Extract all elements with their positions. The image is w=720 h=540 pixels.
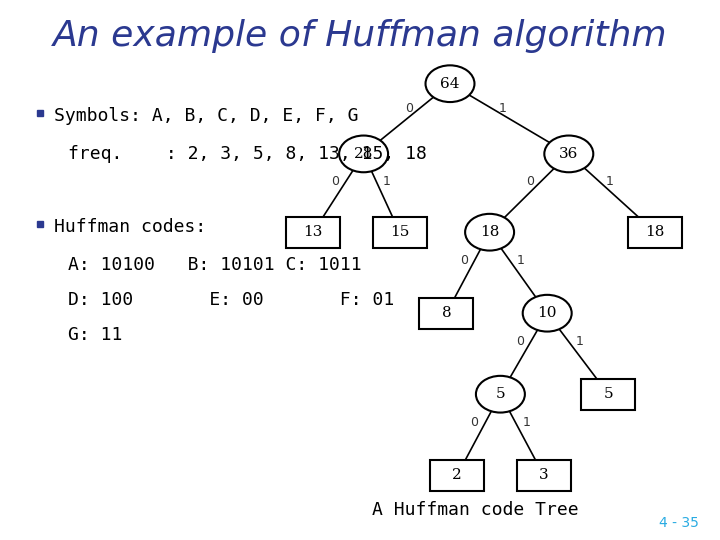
Text: 1: 1 — [383, 175, 391, 188]
Text: 18: 18 — [480, 225, 499, 239]
Text: D: 100       E: 00       F: 01: D: 100 E: 00 F: 01 — [68, 291, 395, 309]
FancyBboxPatch shape — [582, 379, 635, 410]
Text: 0: 0 — [470, 416, 479, 429]
Circle shape — [339, 136, 388, 172]
Text: freq.    : 2, 3, 5, 8, 13, 15, 18: freq. : 2, 3, 5, 8, 13, 15, 18 — [68, 145, 427, 163]
Circle shape — [544, 136, 593, 172]
Text: 5: 5 — [603, 387, 613, 401]
FancyBboxPatch shape — [287, 217, 341, 248]
Text: 28: 28 — [354, 147, 373, 161]
Circle shape — [476, 376, 525, 413]
Text: 18: 18 — [646, 225, 665, 239]
Text: 0: 0 — [459, 254, 468, 267]
Text: 0: 0 — [405, 102, 413, 115]
Text: 1: 1 — [523, 416, 530, 429]
Text: 3: 3 — [539, 468, 549, 482]
Text: 1: 1 — [575, 335, 583, 348]
Text: A Huffman code Tree: A Huffman code Tree — [372, 501, 578, 519]
Circle shape — [465, 214, 514, 251]
Text: Huffman codes:: Huffman codes: — [54, 218, 206, 236]
Text: 2: 2 — [452, 468, 462, 482]
Circle shape — [523, 295, 572, 332]
Text: An example of Huffman algorithm: An example of Huffman algorithm — [53, 19, 667, 53]
Text: 8: 8 — [441, 306, 451, 320]
Circle shape — [426, 65, 474, 102]
Text: 5: 5 — [495, 387, 505, 401]
FancyBboxPatch shape — [431, 460, 484, 491]
Text: 1: 1 — [606, 175, 613, 188]
Text: 4 - 35: 4 - 35 — [659, 516, 698, 530]
Text: 0: 0 — [516, 335, 524, 348]
Text: Symbols: A, B, C, D, E, F, G: Symbols: A, B, C, D, E, F, G — [54, 107, 359, 125]
FancyBboxPatch shape — [517, 460, 571, 491]
Text: G: 11: G: 11 — [68, 326, 123, 344]
Text: 64: 64 — [440, 77, 460, 91]
Text: 0: 0 — [331, 175, 339, 188]
Text: 13: 13 — [304, 225, 323, 239]
Text: 1: 1 — [498, 102, 506, 115]
Text: 0: 0 — [526, 175, 534, 188]
Text: 15: 15 — [390, 225, 409, 239]
Text: 36: 36 — [559, 147, 578, 161]
Text: 1: 1 — [517, 254, 524, 267]
Text: 10: 10 — [537, 306, 557, 320]
FancyBboxPatch shape — [419, 298, 474, 329]
FancyBboxPatch shape — [628, 217, 683, 248]
Text: A: 10100   B: 10101 C: 1011: A: 10100 B: 10101 C: 1011 — [68, 255, 362, 274]
FancyBboxPatch shape — [373, 217, 426, 248]
